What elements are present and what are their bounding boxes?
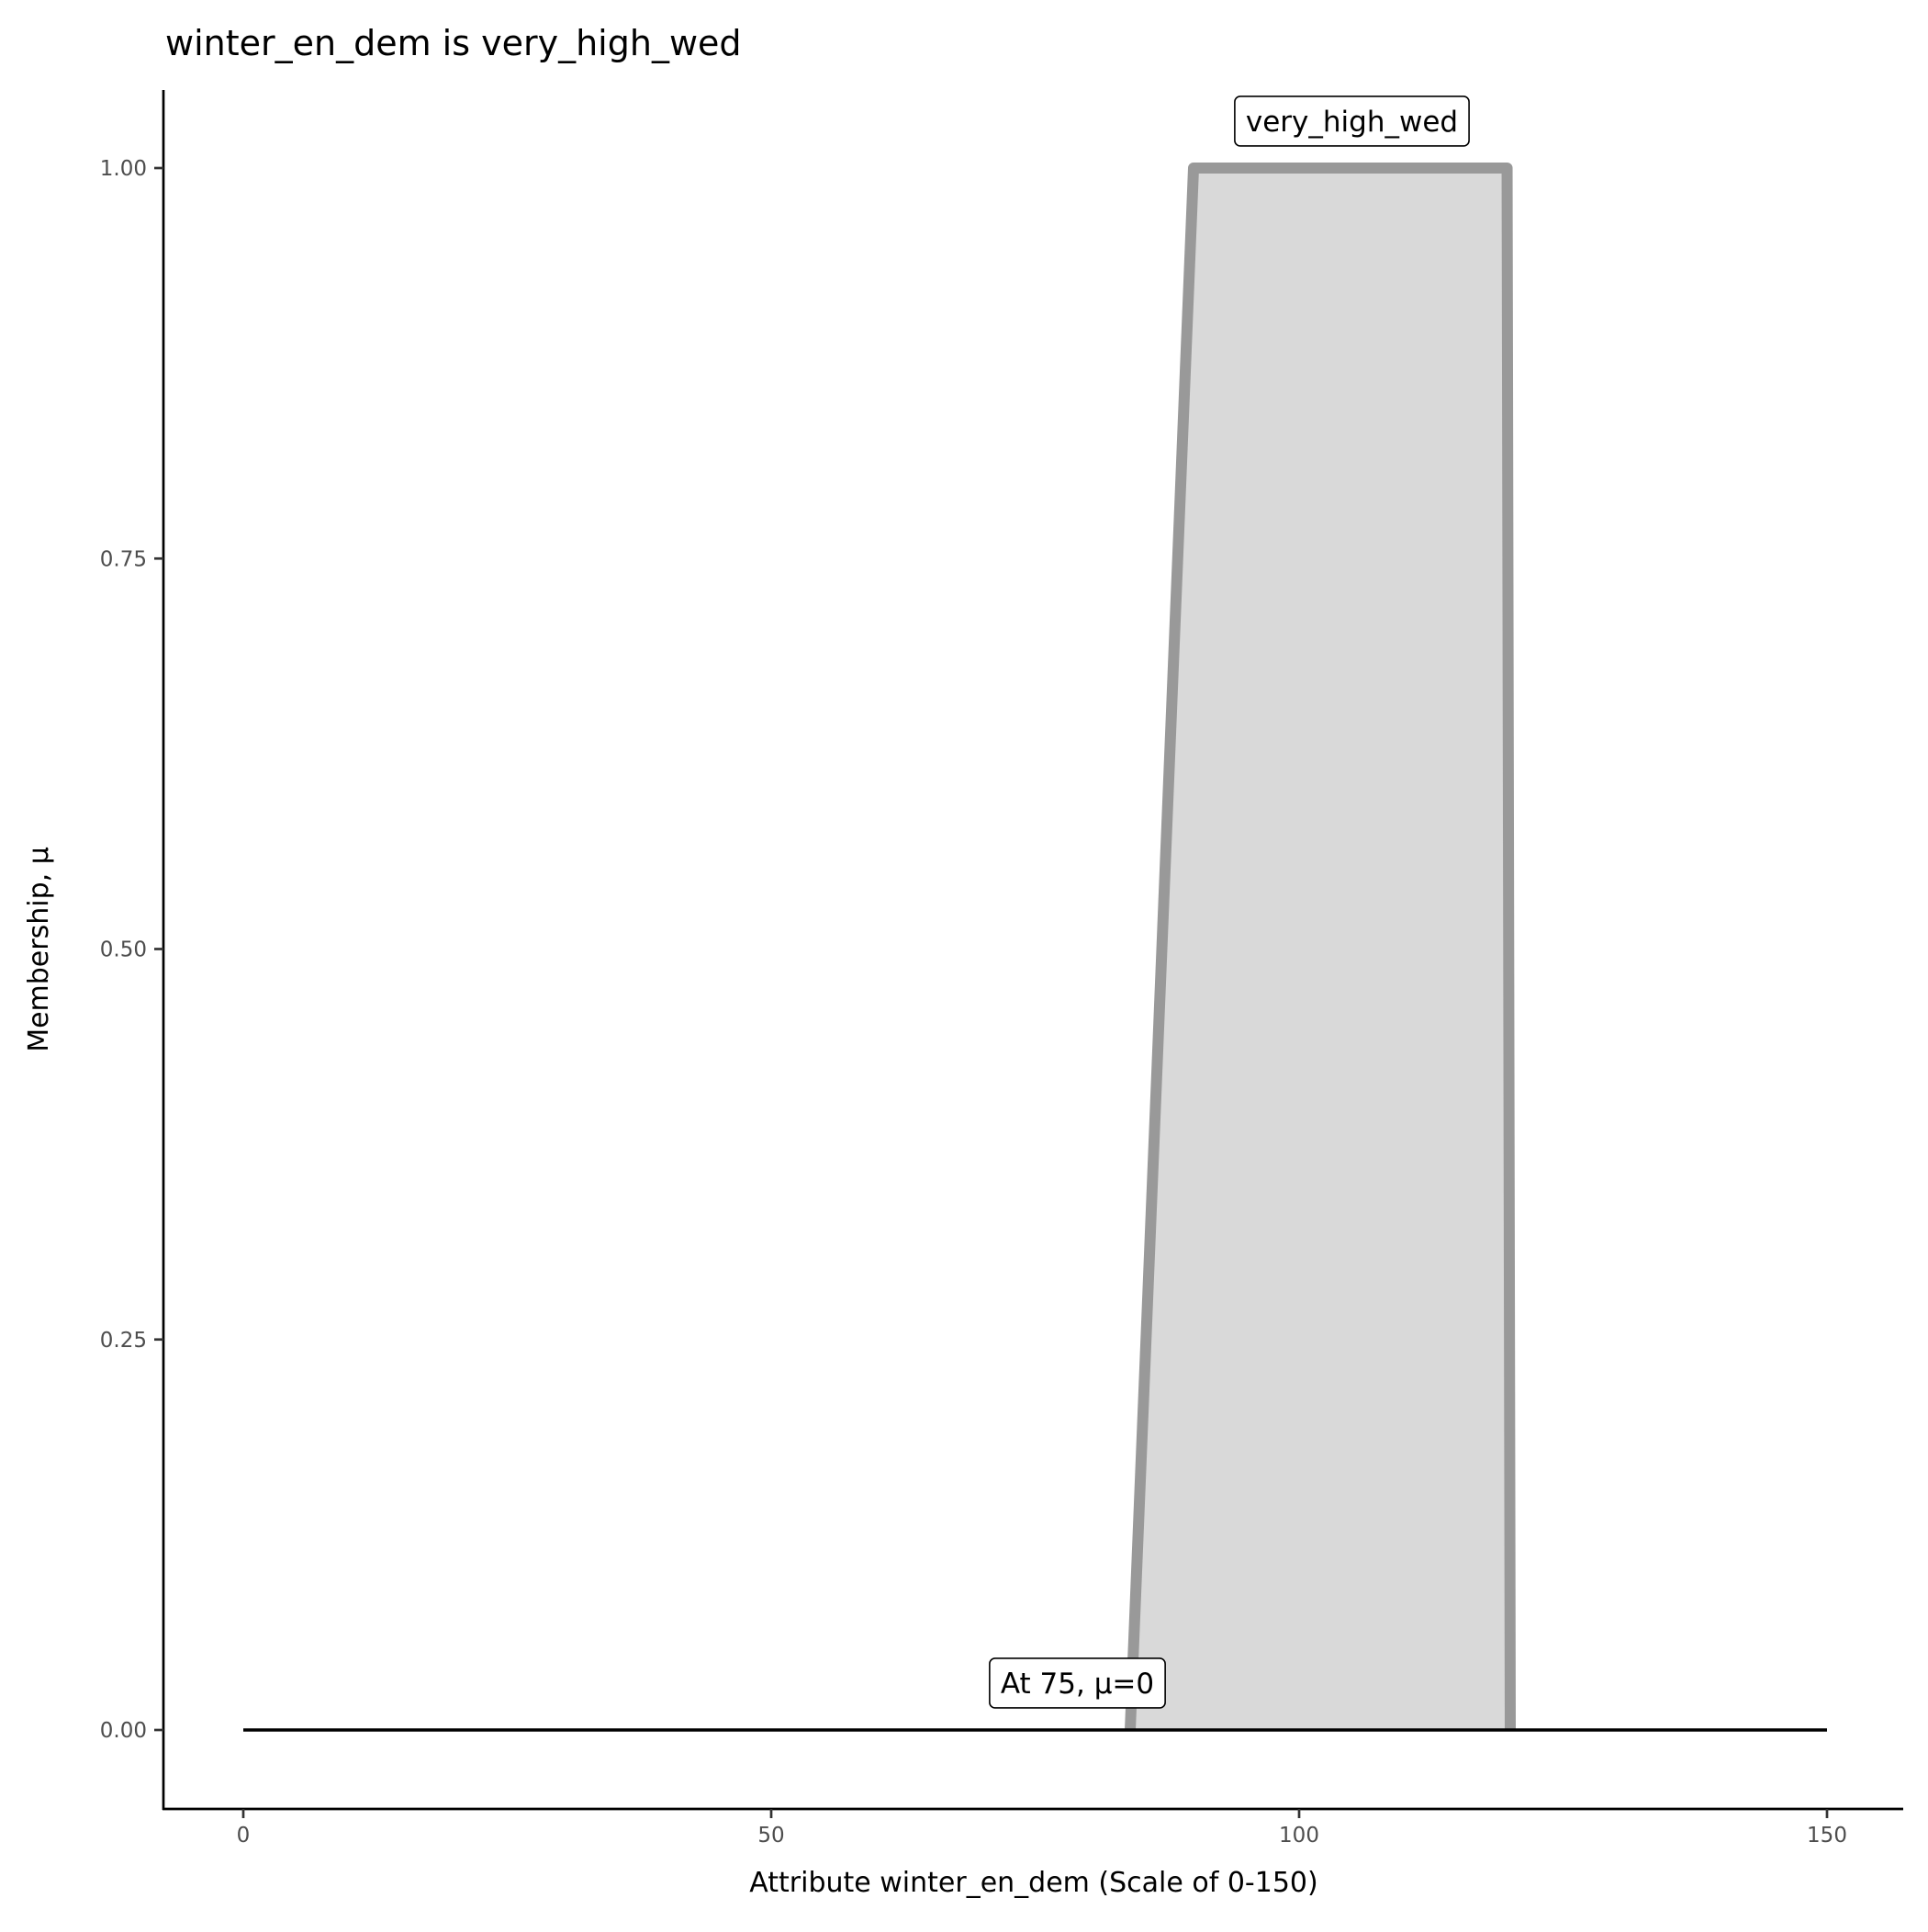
y-tick-label: 0.75 <box>100 547 147 571</box>
x-tick-label: 100 <box>1279 1824 1319 1848</box>
annotation-box <box>989 1657 1166 1709</box>
x-tick-label: 150 <box>1807 1824 1847 1848</box>
membership-line <box>1125 163 1516 1731</box>
y-tick-label: 0.00 <box>100 1719 147 1743</box>
chart-title: winter_en_dem is very_high_wed <box>165 23 742 63</box>
annotation-label: very_high_wed <box>1234 95 1470 147</box>
y-tick-label: 0.25 <box>100 1329 147 1353</box>
y-axis-label: Membership, μ <box>23 847 55 1052</box>
y-tick-label: 0.50 <box>100 938 147 962</box>
annotation-label: At 75, μ=0 <box>989 1657 1166 1709</box>
x-axis-label: Attribute winter_en_dem (Scale of 0-150) <box>749 1867 1317 1899</box>
annotation-text: very_high_wed <box>1246 106 1458 139</box>
y-tick-label: 1.00 <box>100 157 147 181</box>
annotation-box <box>1234 95 1470 147</box>
x-tick-label: 0 <box>237 1824 251 1848</box>
x-tick-label: 50 <box>757 1824 784 1848</box>
membership-area <box>1130 168 1510 1730</box>
annotation-text: At 75, μ=0 <box>1001 1668 1154 1701</box>
